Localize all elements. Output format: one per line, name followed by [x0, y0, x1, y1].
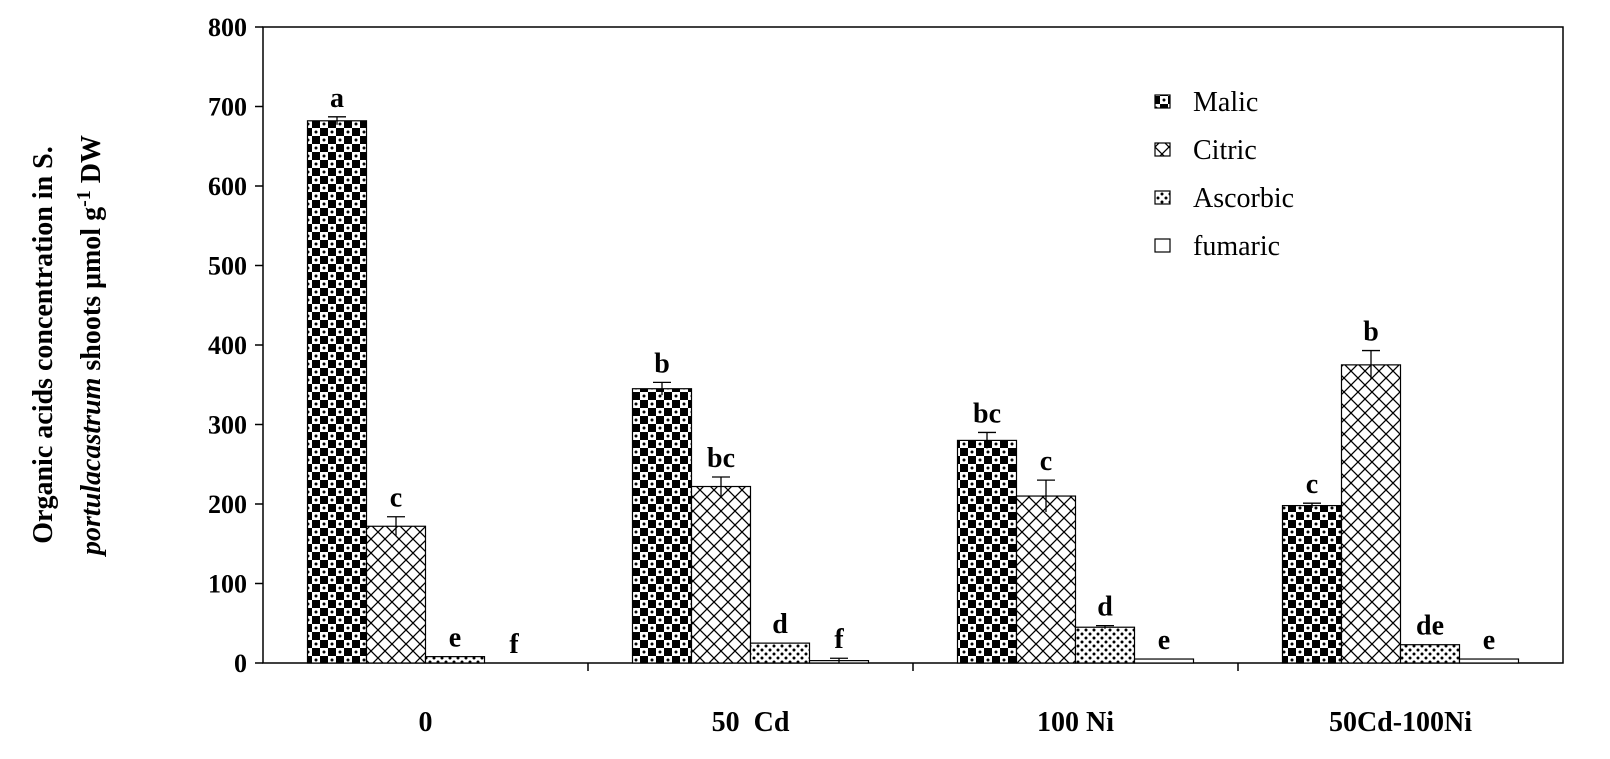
significance-label: bc: [707, 443, 735, 474]
y-tick-label: 200: [208, 490, 247, 519]
significance-label: c: [1306, 469, 1318, 500]
significance-label: b: [1363, 317, 1379, 348]
y-tick-label: 700: [208, 93, 247, 122]
significance-label: a: [330, 83, 344, 114]
significance-label: bc: [973, 398, 1001, 429]
bar-ascorbic-3: [1399, 644, 1461, 664]
legend: Malic Citric Ascorbic fumaric: [1154, 87, 1294, 262]
significance-label: e: [1158, 625, 1170, 656]
y-axis-label-unit: shoots μmol g: [76, 207, 107, 378]
bar-malic-3: [1281, 504, 1343, 664]
bar-ascorbic-0: [424, 656, 486, 664]
y-axis-label-line1: Organic acids concentration in S.: [28, 146, 59, 543]
legend-label-fumaric: fumaric: [1193, 231, 1280, 262]
bar-citric-1: [690, 485, 752, 664]
significance-label: b: [654, 348, 670, 379]
x-category-label: 50Cd-100Ni: [1329, 707, 1472, 738]
legend-swatch-malic: [1154, 94, 1171, 109]
y-axis-label-species: portulacastrum: [76, 378, 107, 557]
bar-fumaric-3: [1458, 658, 1520, 664]
bar-ascorbic-2: [1074, 626, 1136, 664]
y-tick-label: 0: [234, 649, 247, 678]
significance-label: d: [772, 609, 788, 640]
significance-label: f: [509, 629, 519, 660]
bar-malic-1: [631, 388, 693, 664]
error-bars-group: [328, 116, 1380, 663]
significance-label: f: [834, 624, 844, 655]
significance-label: d: [1097, 592, 1113, 623]
bar-malic-0: [306, 120, 368, 664]
bar-citric-2: [1015, 495, 1077, 664]
legend-label-malic: Malic: [1193, 87, 1258, 118]
legend-label-ascorbic: Ascorbic: [1193, 183, 1294, 214]
bar-fumaric-2: [1133, 658, 1195, 664]
bar-malic-2: [956, 439, 1018, 664]
y-axis-label-end: DW: [76, 135, 107, 190]
y-tick-label: 800: [208, 13, 247, 42]
y-axis: 0 100 200 300 400 500 600 700 800: [208, 13, 263, 678]
y-tick-label: 300: [208, 411, 247, 440]
y-tick-label: 600: [208, 172, 247, 201]
x-category-label: 0: [419, 707, 433, 738]
bar-ascorbic-1: [749, 642, 811, 664]
significance-label: e: [449, 623, 461, 654]
legend-label-citric: Citric: [1193, 135, 1257, 166]
x-axis: 0 50 Cd 100 Ni 50Cd-100Ni: [419, 663, 1472, 738]
y-tick-label: 500: [208, 252, 247, 281]
legend-swatch-fumaric: [1154, 238, 1171, 253]
x-category-label: 100 Ni: [1037, 707, 1114, 738]
significance-label: c: [1040, 446, 1052, 477]
significance-label: c: [390, 483, 402, 514]
significance-label: e: [1483, 625, 1495, 656]
y-tick-label: 100: [208, 570, 247, 599]
bars-group: [306, 120, 1520, 664]
bar-citric-3: [1340, 364, 1402, 664]
legend-swatch-ascorbic: [1154, 190, 1171, 205]
x-category-label: 50 Cd: [712, 707, 790, 738]
y-axis-label-line2: portulacastrum shoots μmol g-1 DW: [73, 135, 107, 557]
legend-swatch-citric: [1154, 142, 1171, 157]
y-axis-label-sup: -1: [73, 190, 95, 207]
bar-citric-0: [365, 525, 427, 664]
significance-label: de: [1416, 611, 1444, 642]
y-tick-label: 400: [208, 331, 247, 360]
